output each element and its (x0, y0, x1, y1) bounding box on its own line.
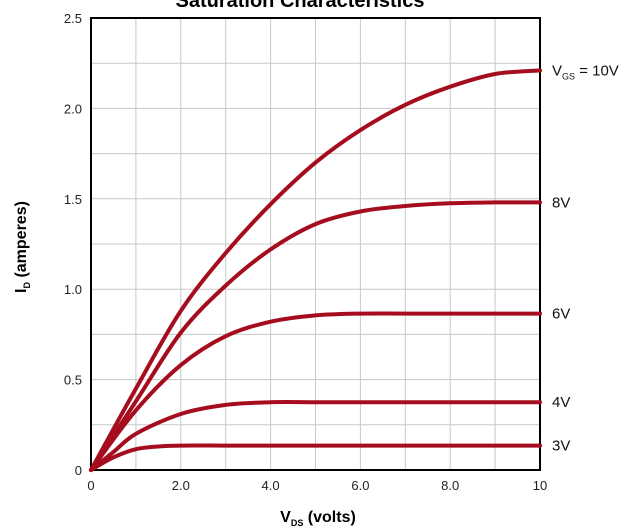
curve-labels: VGS = 10V 8V 6V 4V 3V (552, 62, 619, 454)
y-tick-label: 1.5 (64, 192, 82, 207)
y-tick-label: 1.0 (64, 282, 82, 297)
x-tick-label: 8.0 (441, 478, 459, 493)
x-axis-title: VDS (volts) (280, 509, 356, 527)
curve-label: 3V (552, 438, 570, 455)
curve-label: 4V (552, 394, 570, 411)
x-tick-label: 2.0 (172, 478, 190, 493)
curve-line (89, 200, 542, 472)
curve-line (89, 311, 542, 472)
plot-frame (90, 17, 541, 471)
x-tick-label: 10 (533, 478, 547, 493)
y-tick-label: 2.5 (64, 11, 82, 26)
x-tick-label: 6.0 (351, 478, 369, 493)
curve-label: 8V (552, 194, 570, 211)
y-axis-title: ID (amperes) (13, 201, 32, 293)
curve-line (89, 399, 542, 472)
x-tick-labels: 0 2.0 4.0 6.0 8.0 10 (87, 478, 547, 493)
x-tick-label: 0 (87, 478, 94, 493)
x-tick-label: 4.0 (262, 478, 280, 493)
y-tick-label: 2.0 (64, 101, 82, 116)
y-tick-labels: 0 0.5 1.0 1.5 2.0 2.5 (64, 11, 82, 478)
y-tick-label: 0.5 (64, 373, 82, 388)
curve-line (89, 443, 542, 472)
chart-title: Saturation Characteristics (176, 0, 425, 12)
y-tick-label: 0 (75, 463, 82, 478)
curves (89, 68, 542, 472)
curve-line (89, 68, 542, 472)
curve-label: 6V (552, 306, 570, 323)
curve-label: VGS = 10V (552, 62, 619, 81)
